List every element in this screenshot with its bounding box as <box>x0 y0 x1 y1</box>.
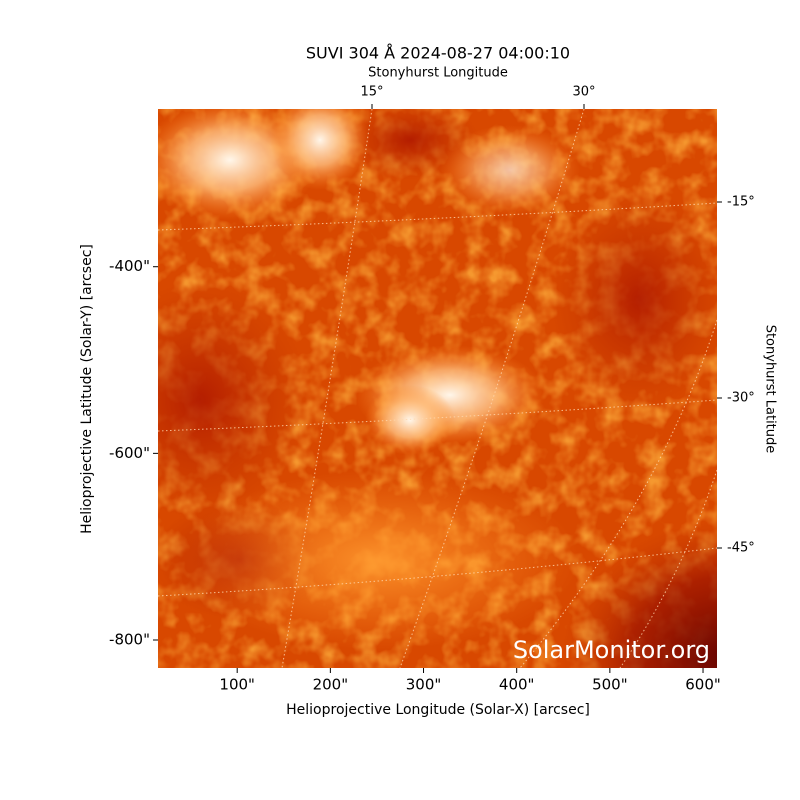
x-tick-label: 200" <box>313 676 349 694</box>
y2-tick-label: -15° <box>727 195 755 210</box>
coordinate-grid <box>158 109 717 668</box>
y2-axis-label: Stonyhurst Latitude <box>763 325 778 454</box>
x2-tick-label: 15° <box>360 85 383 100</box>
x-tick-label: 500" <box>592 676 628 694</box>
x-tick-label: 600" <box>685 676 721 694</box>
y-tick-label: -800" <box>109 631 150 649</box>
y-axis-label: Helioprojective Latitude (Solar-Y) [arcs… <box>79 244 95 534</box>
solar-image <box>158 109 717 668</box>
x-tick-label: 100" <box>219 676 255 694</box>
x-tick-label: 300" <box>406 676 442 694</box>
x-tick-label: 400" <box>499 676 535 694</box>
y2-tick-label: -45° <box>727 541 755 556</box>
watermark: SolarMonitor.org <box>513 636 710 664</box>
x2-tick-label: 30° <box>572 85 595 100</box>
y2-tick-label: -30° <box>727 391 755 406</box>
y-tick-label: -400" <box>109 257 150 275</box>
y-tick-label: -600" <box>109 444 150 462</box>
x-axis-label: Helioprojective Longitude (Solar-X) [arc… <box>286 702 590 718</box>
chart-title: SUVI 304 Å 2024-08-27 04:00:10 <box>306 44 570 63</box>
x2-axis-label: Stonyhurst Longitude <box>368 66 508 81</box>
